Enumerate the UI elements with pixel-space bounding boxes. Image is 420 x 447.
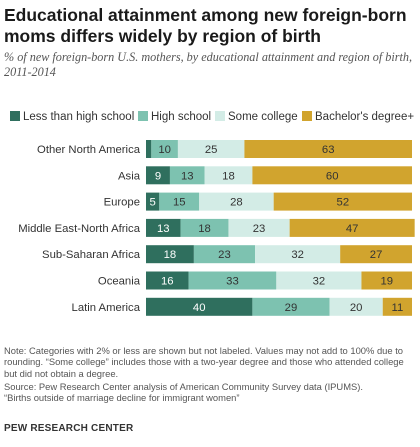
data-label-oceania-bachelor-s-degree: 19 xyxy=(380,276,393,288)
bar-oceania-some-college xyxy=(276,271,362,290)
legend-item-less-than-high-school: Less than high school xyxy=(10,109,134,125)
source-line: Source: Pew Research Center analysis of … xyxy=(4,381,363,392)
bar-other-north-america-less-than-high-school xyxy=(146,140,152,158)
category-label-asia: Asia xyxy=(118,170,141,182)
data-label-europe-bachelor-s-degree: 52 xyxy=(337,197,350,209)
bar-asia-less-than-high-school xyxy=(146,166,170,185)
bar-latin-america-some-college xyxy=(329,297,383,316)
bar-other-north-america-bachelor-s-degree xyxy=(244,140,412,158)
data-label-oceania-high-school: 33 xyxy=(226,276,239,288)
bar-europe-high-school xyxy=(159,192,200,211)
data-label-asia-some-college: 18 xyxy=(222,170,235,182)
data-label-other-north-america-high-school: 10 xyxy=(158,144,171,156)
data-label-latin-america-less-than-high-school: 40 xyxy=(193,302,206,314)
chart-note: Note: Categories with 2% or less are sho… xyxy=(4,345,404,379)
data-label-oceania-less-than-high-school: 16 xyxy=(161,276,174,288)
chart-subtitle: % of new foreign-born U.S. mothers, by e… xyxy=(4,50,413,79)
data-label-latin-america-bachelor-s-degree: 11 xyxy=(392,302,404,314)
data-label-asia-less-than-high-school: 9 xyxy=(155,170,161,182)
legend-swatch-some-college xyxy=(215,111,225,121)
legend-item-bachelors-degree: Bachelor's degree+ xyxy=(302,109,414,125)
bar-europe-less-than-high-school xyxy=(146,192,160,211)
bar-other-north-america-some-college xyxy=(177,140,245,158)
category-label-other-north-america: Other North America xyxy=(37,144,141,156)
bar-sub-saharan-africa-bachelor-s-degree xyxy=(340,245,412,264)
bar-europe-some-college xyxy=(199,192,274,211)
chart-title: Educational attainment among new foreign… xyxy=(4,5,407,46)
bar-latin-america-high-school xyxy=(252,297,330,316)
bar-asia-bachelor-s-degree xyxy=(252,166,412,185)
data-label-europe-some-college: 28 xyxy=(230,197,243,209)
chart-source: Source: Pew Research Center analysis of … xyxy=(4,381,418,404)
bar-asia-high-school xyxy=(169,166,205,185)
data-label-latin-america-high-school: 29 xyxy=(285,302,298,314)
data-label-oceania-some-college: 32 xyxy=(313,276,326,288)
data-label-middle-east-north-africa-some-college: 23 xyxy=(253,223,266,235)
bar-middle-east-north-africa-high-school xyxy=(180,218,229,237)
category-label-middle-east-north-africa: Middle East-North Africa xyxy=(18,223,141,235)
data-label-latin-america-some-college: 20 xyxy=(350,302,363,314)
bar-sub-saharan-africa-less-than-high-school xyxy=(146,245,194,264)
bar-other-north-america-high-school xyxy=(151,140,178,158)
data-label-middle-east-north-africa-bachelor-s-degree: 47 xyxy=(346,223,359,235)
bar-sub-saharan-africa-high-school xyxy=(193,245,256,264)
data-label-sub-saharan-africa-bachelor-s-degree: 27 xyxy=(370,249,383,261)
bar-oceania-less-than-high-school xyxy=(146,271,189,290)
bar-sub-saharan-africa-some-college xyxy=(255,245,341,264)
category-label-europe: Europe xyxy=(104,197,140,209)
bar-latin-america-less-than-high-school xyxy=(146,297,253,316)
data-label-middle-east-north-africa-high-school: 18 xyxy=(198,223,211,235)
legend: Less than high school High school Some c… xyxy=(4,109,418,125)
legend-swatch-less-than-high-school xyxy=(10,111,20,121)
data-label-asia-bachelor-s-degree: 60 xyxy=(326,170,339,182)
source-report-title: “Births outside of marriage decline for … xyxy=(4,392,240,404)
category-label-sub-saharan-africa: Sub-Saharan Africa xyxy=(42,249,141,261)
bar-europe-bachelor-s-degree xyxy=(273,192,412,211)
legend-label: Less than high school xyxy=(23,111,135,123)
bar-latin-america-bachelor-s-degree xyxy=(382,297,412,316)
legend-label: Some college xyxy=(228,111,298,123)
bar-oceania-bachelor-s-degree xyxy=(361,271,412,290)
data-label-middle-east-north-africa-less-than-high-school: 13 xyxy=(157,223,170,235)
bar-asia-some-college xyxy=(204,166,253,185)
data-label-sub-saharan-africa-less-than-high-school: 18 xyxy=(164,249,177,261)
legend-label: High school xyxy=(151,111,212,123)
bar-oceania-high-school xyxy=(188,271,277,290)
data-label-europe-less-than-high-school: 5 xyxy=(150,197,156,209)
bar-middle-east-north-africa-some-college xyxy=(228,218,290,237)
category-label-latin-america: Latin America xyxy=(72,302,141,314)
data-label-asia-high-school: 13 xyxy=(181,170,194,182)
data-label-sub-saharan-africa-high-school: 23 xyxy=(218,249,231,261)
legend-item-some-college: Some college xyxy=(215,109,298,125)
bar-middle-east-north-africa-bachelor-s-degree xyxy=(289,218,415,237)
data-label-sub-saharan-africa-some-college: 32 xyxy=(291,249,304,261)
legend-label: Bachelor's degree+ xyxy=(315,111,415,123)
bar-middle-east-north-africa-less-than-high-school xyxy=(146,218,181,237)
pew-research-center-logo: PEW RESEARCH CENTER xyxy=(4,423,134,434)
data-label-other-north-america-some-college: 25 xyxy=(205,144,218,156)
data-label-europe-high-school: 15 xyxy=(173,197,186,209)
category-label-oceania: Oceania xyxy=(98,276,141,288)
data-label-other-north-america-bachelor-s-degree: 63 xyxy=(322,144,335,156)
legend-swatch-bachelors-degree xyxy=(302,111,312,121)
legend-swatch-high-school xyxy=(138,111,148,121)
legend-item-high-school: High school xyxy=(138,109,211,125)
stacked-bar-chart: Other North America 10 25 63 Asia 9 13 18 60 Euro… xyxy=(18,140,415,316)
